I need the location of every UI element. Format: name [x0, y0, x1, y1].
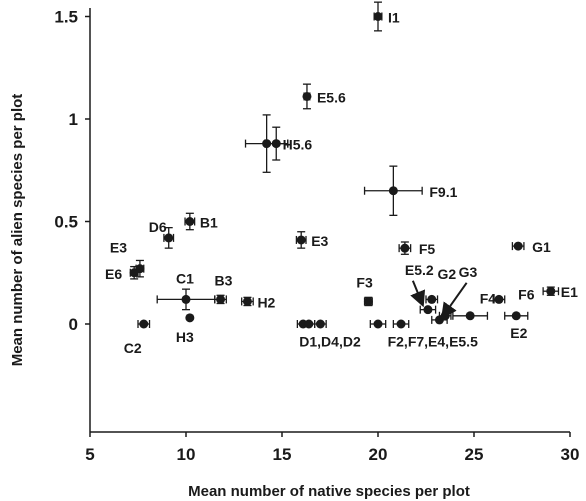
data-point: [373, 12, 383, 21]
point-label: D6: [149, 219, 167, 235]
annotation-label: F6: [518, 286, 535, 302]
annotation-arrow: [410, 280, 426, 308]
point-label: I1: [388, 10, 400, 26]
point-label: E3: [110, 240, 127, 256]
data-point: [388, 186, 398, 196]
axes: 5 10 15 20 25 30 0 0.5 1 1.5: [54, 8, 579, 465]
data-point: [546, 286, 556, 296]
data-point: [373, 319, 383, 329]
point-label: H5.6: [283, 137, 313, 153]
annotation-label: F4: [480, 291, 497, 307]
data-point: [363, 296, 373, 306]
y-tick-label: 1.5: [54, 8, 78, 27]
point-label: C1: [176, 270, 194, 286]
point-label: F5: [419, 241, 436, 257]
point-label: G1: [532, 239, 551, 255]
annotation-label: F2,F7,E4,E5.5: [388, 334, 478, 350]
y-tick-label: 0.5: [54, 213, 78, 232]
y-axis-title: Mean number of alien species per plot: [9, 94, 26, 367]
annotation-label: G2: [438, 266, 457, 282]
point-label: H3: [176, 329, 194, 345]
data-point: [271, 139, 281, 149]
x-axis-title: Mean number of native species per plot: [188, 483, 470, 500]
data-point: [302, 91, 312, 101]
point-label: E1: [561, 284, 578, 300]
data-point: [139, 319, 149, 329]
point-label: E6: [105, 266, 122, 282]
x-tick-label: 5: [85, 445, 94, 464]
data-point: [181, 294, 191, 304]
x-tick-label: 15: [273, 445, 292, 464]
annotation-label: D1,D4,D2: [299, 334, 361, 350]
annotation-arrow: [440, 282, 468, 320]
point-label: C2: [124, 340, 142, 356]
data-point: [396, 319, 406, 329]
data-point: [304, 319, 314, 329]
data-point: [296, 235, 306, 245]
data-point: [423, 305, 433, 315]
data-point: [216, 294, 226, 304]
data-point: [513, 241, 523, 251]
x-tick-label: 25: [465, 445, 484, 464]
data-point: [242, 296, 252, 306]
data-point: [511, 311, 521, 321]
point-label: B1: [200, 215, 218, 231]
data-point: [315, 319, 325, 329]
y-tick-label: 0: [69, 315, 78, 334]
data-point: [494, 294, 504, 304]
point-labels: I1 E5.6 H5.6 F9.1 D6 B1 E3 F5 G1 E3 E6 C1 B3 H2 F3 E1 E2…: [105, 10, 578, 357]
data-point: [185, 313, 195, 323]
data-point: [185, 217, 195, 226]
annotation-label: G3: [459, 264, 478, 280]
point-label: E2: [510, 325, 527, 341]
y-tick-label: 1: [69, 110, 78, 129]
point-label: B3: [215, 272, 233, 288]
data-point: [164, 233, 174, 243]
x-tick-label: 30: [561, 445, 580, 464]
point-label: H2: [257, 294, 275, 310]
point-label: F3: [356, 274, 373, 290]
point-label: E5.6: [317, 89, 346, 105]
data-point: [427, 294, 437, 304]
x-tick-label: 10: [177, 445, 196, 464]
data-point: [262, 139, 272, 149]
annotation-label: E5.2: [405, 262, 434, 278]
data-point: [465, 311, 475, 321]
x-tick-label: 20: [369, 445, 388, 464]
data-point: [129, 268, 139, 278]
error-bars: [129, 1, 560, 328]
point-label: E3: [311, 233, 328, 249]
data-point: [400, 243, 410, 253]
point-label: F9.1: [429, 184, 457, 200]
